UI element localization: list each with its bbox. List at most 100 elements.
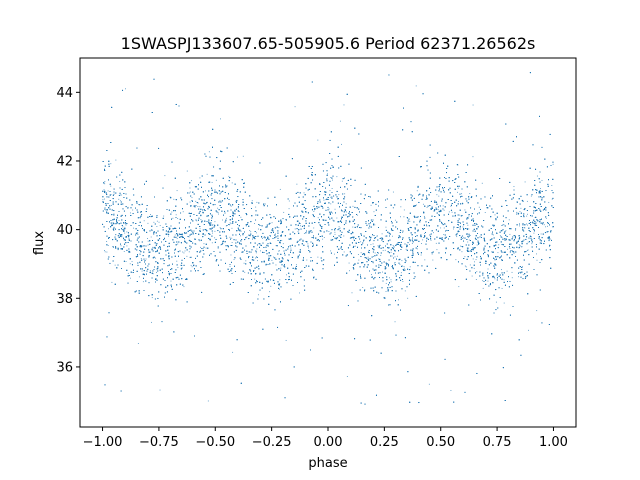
data-point: [399, 245, 401, 246]
data-point: [394, 256, 396, 258]
data-point: [308, 230, 310, 232]
data-point: [151, 321, 153, 323]
data-point: [245, 260, 247, 262]
data-point: [385, 226, 387, 228]
data-point: [349, 270, 350, 272]
data-point: [536, 175, 538, 177]
data-point: [475, 279, 477, 280]
data-point: [458, 201, 459, 202]
data-point: [313, 211, 315, 212]
data-point: [373, 211, 375, 213]
data-point: [125, 223, 127, 225]
data-point: [457, 187, 459, 189]
data-point: [396, 255, 398, 257]
data-point: [199, 228, 201, 230]
data-point: [121, 236, 123, 238]
data-point: [518, 235, 520, 237]
data-point: [551, 185, 553, 186]
data-point: [476, 244, 478, 246]
data-point: [530, 240, 532, 241]
data-point: [540, 188, 541, 190]
data-point: [257, 260, 258, 262]
data-point: [511, 277, 513, 279]
data-point: [306, 259, 308, 261]
data-point: [527, 249, 529, 251]
data-point: [177, 243, 179, 245]
data-point: [495, 301, 497, 303]
data-point: [345, 203, 347, 205]
data-point: [398, 299, 399, 301]
data-point: [200, 219, 202, 220]
data-point: [199, 177, 201, 179]
data-point: [516, 212, 518, 214]
data-point: [332, 219, 334, 221]
data-point: [288, 208, 290, 210]
data-point: [323, 199, 325, 201]
chart-title: 1SWASPJ133607.65-505905.6 Period 62371.2…: [121, 34, 536, 53]
data-point: [330, 196, 332, 198]
data-point: [513, 186, 515, 188]
data-point: [285, 220, 287, 221]
data-point: [113, 247, 114, 249]
data-point: [472, 156, 474, 158]
data-point: [498, 244, 500, 246]
data-point: [125, 228, 127, 230]
data-point: [457, 164, 459, 166]
data-point: [199, 240, 201, 242]
data-point: [409, 266, 411, 268]
data-point: [460, 245, 462, 247]
data-point: [331, 196, 333, 198]
data-point: [472, 104, 474, 106]
data-point: [400, 206, 402, 208]
data-point: [137, 233, 139, 235]
data-point: [443, 234, 445, 236]
data-point: [402, 232, 404, 233]
data-point: [502, 224, 504, 225]
data-point: [218, 168, 220, 170]
data-point: [372, 262, 374, 264]
data-point: [513, 239, 515, 241]
data-point: [135, 233, 137, 235]
data-point: [299, 292, 300, 294]
data-point: [270, 285, 272, 287]
data-point: [436, 194, 438, 196]
data-point: [288, 200, 290, 202]
data-point: [360, 241, 362, 243]
data-point: [451, 211, 453, 213]
data-point: [428, 193, 430, 195]
data-point: [240, 230, 242, 232]
data-point: [103, 189, 105, 191]
data-point: [217, 212, 219, 214]
data-point: [392, 207, 394, 209]
data-point: [257, 228, 259, 230]
data-point: [401, 260, 403, 262]
data-point: [478, 206, 480, 208]
data-point: [424, 233, 426, 235]
data-point: [271, 222, 273, 224]
data-point: [506, 270, 508, 272]
data-point: [472, 247, 474, 248]
data-point: [200, 215, 202, 217]
data-point: [400, 272, 402, 274]
data-point: [545, 226, 547, 228]
data-point: [304, 208, 306, 210]
data-point: [113, 213, 115, 215]
data-point: [520, 272, 522, 274]
data-point: [522, 274, 524, 276]
data-point: [468, 239, 470, 241]
data-point: [264, 236, 266, 237]
data-point: [275, 245, 277, 247]
data-point: [381, 233, 383, 235]
data-point: [377, 252, 379, 254]
data-point: [376, 235, 378, 237]
data-point: [169, 196, 171, 198]
data-point: [217, 207, 219, 209]
data-point: [399, 237, 401, 239]
data-point: [494, 214, 496, 216]
data-point: [206, 173, 208, 175]
data-point: [391, 255, 393, 257]
data-point: [152, 246, 154, 248]
data-point: [118, 220, 120, 221]
data-point: [338, 226, 340, 228]
data-point: [211, 181, 213, 183]
